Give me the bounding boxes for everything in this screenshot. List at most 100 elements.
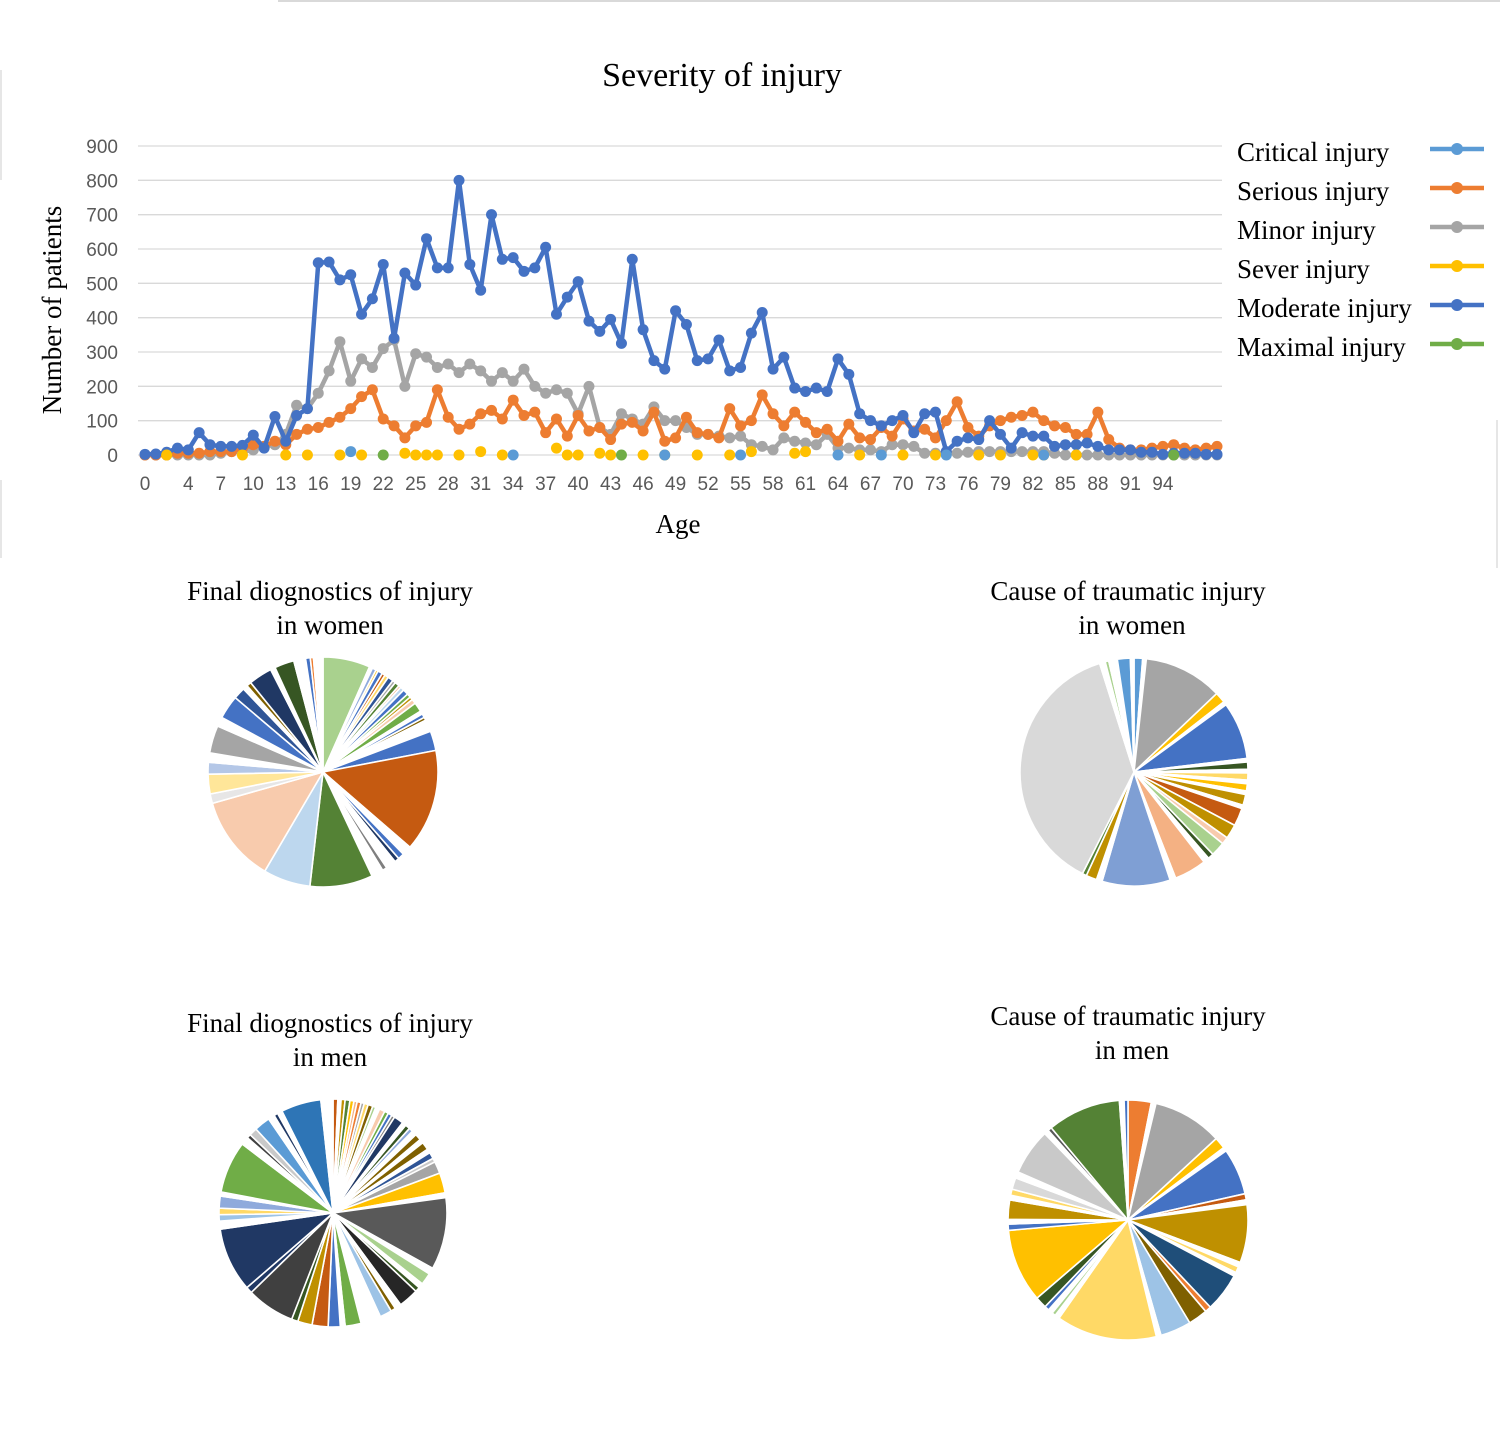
minor-injury-point [1081,449,1093,461]
pie-slice-32 [1129,657,1135,773]
sever-injury-point [475,446,487,458]
moderate-injury-point [680,319,692,331]
moderate-injury-point [659,363,671,375]
moderate-injury-point [410,279,422,291]
y-tick-600: 600 [86,240,118,261]
minor-injury-point [356,353,368,365]
x-tick-25: 25 [405,474,426,495]
y-tick-labels: 0 100 200 300 400 500 600 700 800 900 [86,137,118,467]
moderate-injury-point [1027,430,1039,442]
legend-swatch-marker [1451,338,1463,350]
y-tick-0: 0 [107,446,118,467]
minor-injury-point [919,447,931,459]
critical-injury-point [875,449,887,461]
serious-injury-point [540,427,552,439]
y-tick-500: 500 [86,274,118,295]
pie-slice-34 [1050,1099,1129,1221]
serious-injury-point [605,434,617,446]
moderate-injury-point [442,262,454,274]
critical-injury-point [832,449,844,461]
moderate-injury-point [919,408,931,420]
serious-injury-point [345,403,357,415]
y-tick-700: 700 [86,206,118,227]
series-moderate-injury [139,174,1223,460]
serious-injury-point [410,420,422,432]
moderate-injury-point [366,293,378,305]
serious-injury-point [594,422,606,434]
x-tick-40: 40 [568,474,589,495]
y-tick-400: 400 [86,309,118,330]
series-maximal-injury [377,449,1180,461]
moderate-injury-point [540,241,552,253]
sever-injury-point [236,449,248,461]
legend-item-critical-injury: Critical injury [1237,137,1484,167]
minor-injury-point [486,375,498,387]
serious-injury-point [821,423,833,435]
minor-injury-point [615,408,627,420]
minor-injury-point [421,351,433,363]
sever-injury-point [789,447,801,459]
moderate-injury-point [334,274,346,286]
moderate-injury-point [269,411,281,423]
moderate-injury-point [399,267,411,279]
moderate-injury-point [215,440,227,452]
moderate-injury-point [897,410,909,422]
minor-injury-point [659,415,671,427]
serious-injury-point [366,384,378,396]
serious-injury-point [1103,434,1115,446]
moderate-injury-point [875,420,887,432]
serious-injury-point [670,432,682,444]
moderate-injury-point [843,368,855,380]
serious-injury-point [1049,420,1061,432]
moderate-injury-point [1124,444,1136,456]
serious-injury-point [702,428,714,440]
legend-label: Maximal injury [1237,332,1406,362]
x-tick-64: 64 [827,474,849,495]
minor-injury-point [507,375,519,387]
serious-injury-point [301,423,313,435]
moderate-injury-point [832,353,844,365]
series-sever-injury [161,442,1082,461]
moderate-injury-point [1211,448,1223,460]
x-tick-49: 49 [665,474,686,495]
x-tick-46: 46 [633,474,654,495]
moderate-injury-point [778,351,790,363]
x-tick-67: 67 [860,474,881,495]
minor-injury-point [767,444,779,456]
moderate-injury-point [139,448,151,460]
y-tick-300: 300 [86,343,118,364]
serious-injury-point [269,435,281,447]
serious-injury-point [421,416,433,428]
minor-injury-point [1016,446,1028,458]
legend-item-serious-injury: Serious injury [1237,176,1484,206]
minor-injury-point [410,348,422,360]
pie-title-line-1: Cause of traumatic injury [990,576,1266,606]
moderate-injury-point [908,427,920,439]
minor-injury-point [464,358,476,370]
serious-injury-point [626,416,638,428]
moderate-injury-point [226,440,238,452]
moderate-injury-point [713,334,725,346]
moderate-injury-point [962,432,974,444]
moderate-injury-point [280,435,292,447]
x-tick-88: 88 [1087,474,1108,495]
legend-label: Minor injury [1237,215,1376,245]
minor-injury-point [810,439,822,451]
moderate-injury-point [626,253,638,265]
x-tick-82: 82 [1022,474,1043,495]
serious-injury-point [334,411,346,423]
minor-injury-point [724,432,736,444]
serious-injury-point [864,434,876,446]
minor-injury-point [864,444,876,456]
y-tick-200: 200 [86,377,118,398]
minor-injury-point [475,365,487,377]
sever-injury-point [929,449,941,461]
minor-injury-point [453,367,465,379]
serious-injury-point [464,418,476,430]
minor-injury-point [323,365,335,377]
moderate-injury-point [702,353,714,365]
critical-injury-point [940,449,952,461]
serious-injury-point [929,432,941,444]
minor-injury-point [366,361,378,373]
serious-injury-point [247,439,259,451]
